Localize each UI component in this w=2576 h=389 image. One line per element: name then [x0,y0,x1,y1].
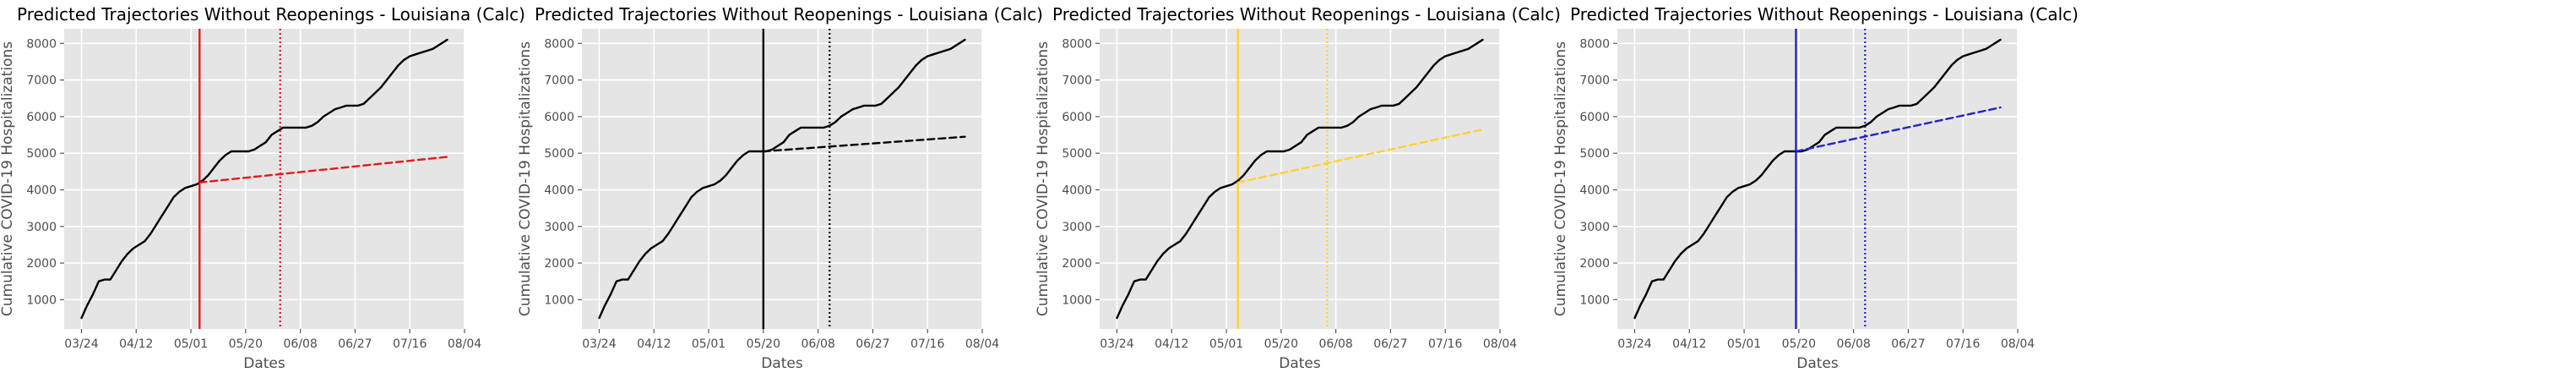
observed-hospitalizations-line [598,38,966,320]
y-tick-label: 1000 [544,293,574,307]
chart-panel-2: Predicted Trajectories Without Reopening… [517,4,1043,372]
chart-title: Predicted Trajectories Without Reopening… [17,4,525,25]
y-tick-label: 2000 [26,257,57,271]
x-tick-label: 05/20 [747,337,780,351]
y-tick-label: 4000 [544,184,574,197]
y-axis-label: Cumulative COVID-19 Hospitalizations [517,41,534,316]
x-axis-label: Dates [1279,355,1321,372]
y-tick-label: 1000 [1579,293,1610,307]
observed-hospitalizations-line [80,38,448,320]
x-tick-label: 06/27 [338,337,372,351]
x-tick-label: 06/08 [801,337,834,351]
x-tick-label: 05/01 [1727,337,1761,351]
x-tick-label: 06/08 [1836,337,1870,351]
y-tick-label: 2000 [1062,257,1092,271]
predicted-trajectory-line [762,135,966,153]
x-tick-label: 06/27 [1891,337,1925,351]
plot-area [1617,29,2018,329]
predicted-trajectory-line [1795,106,2002,153]
x-tick-label: 06/08 [1318,337,1352,351]
y-tick-label: 2000 [544,257,574,271]
y-tick-label: 1000 [1062,293,1092,307]
y-tick-label: 8000 [1579,37,1610,51]
predicted-trajectory-line [1236,128,1484,184]
y-tick-label: 3000 [26,221,57,234]
x-tick-label: 05/01 [174,337,208,351]
chart-title: Predicted Trajectories Without Reopening… [1052,4,1561,25]
y-tick-label: 1000 [26,293,57,307]
x-tick-label: 08/04 [2001,337,2035,351]
x-tick-label: 07/16 [393,337,427,351]
y-tick-label: 3000 [1062,221,1092,234]
y-tick-label: 5000 [26,147,57,161]
plot-area [64,29,465,329]
y-tick-label: 6000 [544,111,574,124]
y-tick-label: 4000 [26,184,57,197]
x-tick-label: 08/04 [965,337,999,351]
y-axis-label: Cumulative COVID-19 Hospitalizations [1552,41,1569,316]
y-tick-label: 6000 [1062,111,1092,124]
x-tick-label: 04/12 [1672,337,1706,351]
x-tick-label: 07/16 [1946,337,1980,351]
y-tick-label: 3000 [544,221,574,234]
y-tick-label: 8000 [1062,37,1092,51]
y-tick-label: 3000 [1579,221,1610,234]
x-tick-label: 03/24 [582,337,616,351]
y-tick-label: 5000 [1062,147,1092,161]
y-tick-label: 6000 [1579,111,1610,124]
observed-hospitalizations-line [1116,38,1484,320]
chart-panel-1: Predicted Trajectories Without Reopening… [0,4,525,372]
x-tick-label: 03/24 [1617,337,1651,351]
y-tick-label: 6000 [26,111,57,124]
y-tick-label: 7000 [544,74,574,88]
x-tick-label: 07/16 [1428,337,1462,351]
observed-hospitalizations-line [1633,38,2002,320]
y-tick-label: 5000 [1579,147,1610,161]
x-tick-label: 06/27 [856,337,889,351]
chart-title: Predicted Trajectories Without Reopening… [1570,4,2079,25]
y-tick-label: 4000 [1062,184,1092,197]
y-tick-label: 7000 [26,74,57,88]
x-axis-label: Dates [1796,355,1839,372]
predicted-trajectory-line [198,156,448,184]
chart-panel-4: Predicted Trajectories Without Reopening… [1552,4,2079,372]
x-tick-label: 04/12 [1155,337,1188,351]
x-tick-label: 06/08 [283,337,317,351]
y-tick-label: 7000 [1062,74,1092,88]
y-axis-label: Cumulative COVID-19 Hospitalizations [1035,41,1052,316]
x-tick-label: 05/20 [229,337,263,351]
x-axis-label: Dates [761,355,803,372]
y-tick-label: 2000 [1579,257,1610,271]
y-tick-label: 5000 [544,147,574,161]
y-tick-label: 7000 [1579,74,1610,88]
x-tick-label: 03/24 [1100,337,1133,351]
plot-area [1100,29,1500,329]
y-tick-label: 8000 [544,37,574,51]
x-tick-label: 08/04 [448,337,481,351]
x-tick-label: 07/16 [910,337,944,351]
x-tick-label: 08/04 [1483,337,1517,351]
y-axis-label: Cumulative COVID-19 Hospitalizations [0,41,16,316]
x-tick-label: 04/12 [637,337,671,351]
chart-title: Predicted Trajectories Without Reopening… [535,4,1043,25]
y-tick-label: 8000 [26,37,57,51]
plot-area [582,29,982,329]
x-tick-label: 05/20 [1782,337,1816,351]
y-tick-label: 4000 [1579,184,1610,197]
x-tick-label: 03/24 [64,337,98,351]
x-tick-label: 05/01 [692,337,726,351]
x-axis-label: Dates [243,355,285,372]
x-tick-label: 04/12 [119,337,153,351]
x-tick-label: 06/27 [1373,337,1407,351]
x-tick-label: 05/20 [1264,337,1298,351]
x-tick-label: 05/01 [1209,337,1243,351]
chart-panel-3: Predicted Trajectories Without Reopening… [1035,4,1561,372]
